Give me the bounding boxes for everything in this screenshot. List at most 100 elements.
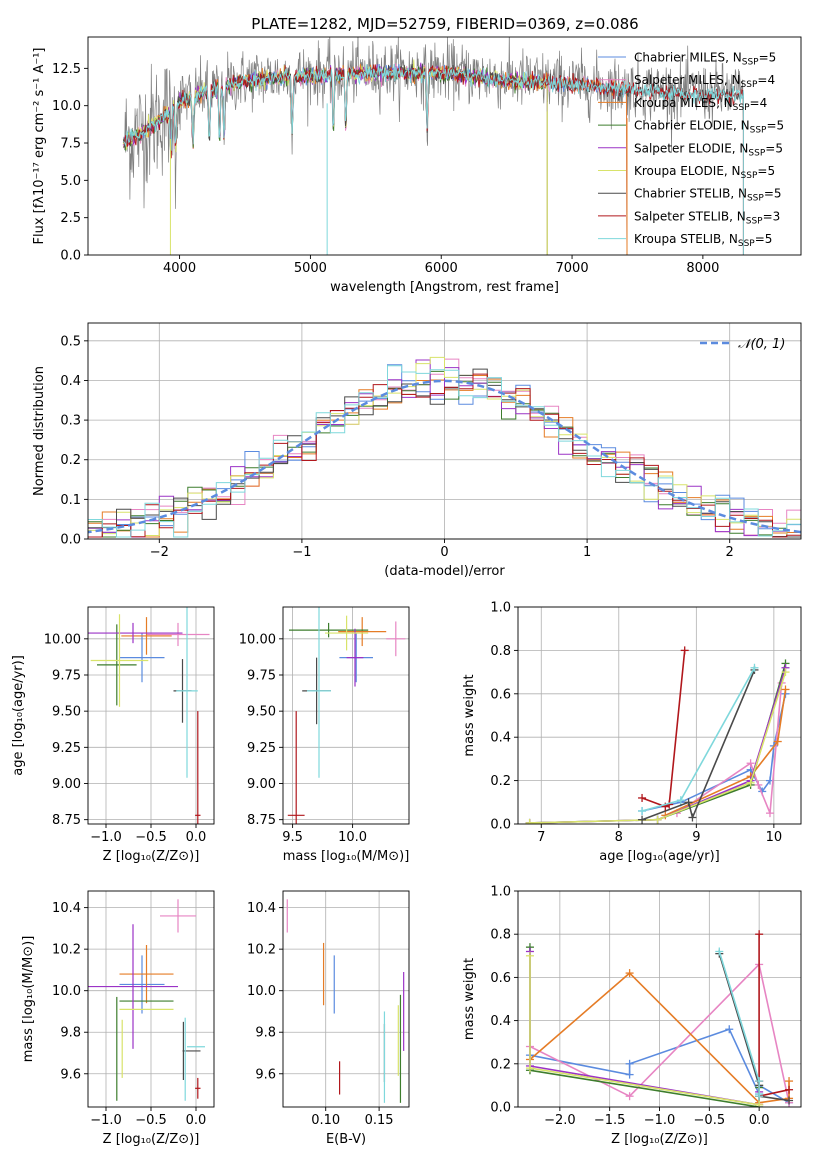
mass-vs-Z-ylabel: mass [log₁₀(M/M⊙)] bbox=[21, 936, 36, 1063]
mass-vs-EBV-frame: 0.10 0.15 9.6 9.8 10.0 10.2 10.4 E(B-V) bbox=[247, 890, 410, 1147]
age-vs-mass-plot-area bbox=[287, 607, 406, 824]
weight-vs-age-ytick-label: 0.6 bbox=[490, 687, 511, 702]
mass-vs-EBV-xtick-label: 0.10 bbox=[311, 1113, 340, 1128]
weight-vs-Z-xtick-label: −2.0 bbox=[544, 1113, 576, 1128]
mass-vs-Z-ytick-label: 10.2 bbox=[52, 943, 81, 958]
age-vs-Z-ytick-label: 10.00 bbox=[44, 632, 81, 647]
errorbar-point bbox=[307, 607, 331, 778]
spectrum-ytick-label: 10.0 bbox=[52, 99, 81, 114]
legend-nssp: =5 bbox=[757, 164, 775, 178]
weight-vs-age-ytick-label: 1.0 bbox=[490, 601, 511, 616]
weight-marker bbox=[755, 930, 764, 939]
weight-vs-Z-ytick-label: 1.0 bbox=[490, 885, 511, 900]
weight-marker bbox=[785, 1077, 794, 1086]
legend-nssp: =5 bbox=[759, 51, 777, 65]
legend-nssp: =3 bbox=[763, 209, 781, 223]
age-vs-Z-plot-area bbox=[88, 607, 210, 824]
spectrum-title: PLATE=1282, MJD=52759, FIBERID=0369, z=0… bbox=[251, 15, 638, 33]
weight-vs-Z-frame: −2.0 −1.5 −1.0 −0.5 0.0 0.0 0.2 0.4 0.6 0.8 1.0 Z [… bbox=[462, 885, 802, 1147]
residuals-xtick-label: −2 bbox=[150, 545, 169, 560]
spectrum-xtick-label: 7000 bbox=[556, 261, 589, 276]
weight-vs-age-frame: 7 8 9 10 0.0 0.2 0.4 0.6 0.8 1.0 age [log₁₀(age/yr… bbox=[462, 601, 802, 864]
weight-marker bbox=[765, 809, 774, 818]
errorbar-point bbox=[88, 622, 183, 644]
errorbar-point bbox=[195, 1077, 201, 1099]
weight-marker bbox=[653, 815, 662, 824]
errorbar-point bbox=[119, 955, 165, 1014]
mass-vs-Z-ytick-label: 10.4 bbox=[52, 901, 81, 916]
mass-vs-Z-axes: −1.0 −0.5 0.0 9.6 9.8 10.0 10.2 10.4 Z [log₁₀(Z/… bbox=[21, 890, 215, 1147]
legend-nssp: =5 bbox=[766, 119, 784, 133]
spectrum-axes: 4000 5000 6000 7000 8000 0.0 2.5 5.0 7.5 10.0 12.5… bbox=[32, 36, 802, 295]
weight-line-kroupa-miles bbox=[664, 689, 787, 817]
weight-vs-age-plot-area bbox=[525, 646, 790, 824]
weight-marker bbox=[684, 798, 693, 807]
weight-vs-Z-ytick-label: 0.2 bbox=[490, 1057, 511, 1072]
residuals-legend: 𝒩(0, 1) bbox=[700, 337, 785, 352]
mass-vs-EBV-plot-area bbox=[286, 899, 405, 1103]
weight-vs-age-ytick-label: 0.0 bbox=[490, 818, 511, 833]
weight-marker bbox=[755, 1092, 764, 1101]
spectrum-plot-area bbox=[122, 37, 744, 255]
age-vs-Z-ytick-label: 9.50 bbox=[52, 705, 81, 720]
residuals-ytick-label: 0.3 bbox=[60, 414, 81, 429]
weight-marker bbox=[525, 818, 534, 824]
errorbar-point bbox=[119, 633, 165, 683]
residuals-xtick-label: 1 bbox=[583, 545, 591, 560]
weight-vs-Z-xtick-label: −0.5 bbox=[694, 1113, 726, 1128]
spectrum-frame: 4000 5000 6000 7000 8000 0.0 2.5 5.0 7.5 10.0 12.5… bbox=[32, 36, 802, 295]
residuals-ytick-label: 0.5 bbox=[60, 334, 81, 349]
legend-entry: Chabrier ELODIE, NSSP=5 bbox=[634, 119, 784, 136]
weight-vs-Z-xlabel: Z [log₁₀(Z/Z⊙)] bbox=[611, 1132, 708, 1147]
weight-marker bbox=[725, 1025, 734, 1034]
weight-marker bbox=[773, 737, 782, 746]
mass-vs-EBV-ytick-label: 10.4 bbox=[247, 901, 276, 916]
age-vs-mass-xlabel: mass [log₁₀(M/M⊙)] bbox=[283, 849, 410, 864]
age-vs-Z-xtick-label: 0.0 bbox=[186, 830, 207, 845]
weight-vs-Z-xtick-label: −1.0 bbox=[644, 1113, 676, 1128]
legend-nssp: =5 bbox=[755, 232, 773, 246]
age-vs-Z-ytick-label: 9.00 bbox=[52, 777, 81, 792]
weight-vs-Z-xtick-label: 0.0 bbox=[749, 1113, 770, 1128]
mass-vs-Z-xtick-label: −0.5 bbox=[135, 1113, 167, 1128]
age-vs-mass-xtick-label: 9.5 bbox=[282, 830, 303, 845]
weight-marker bbox=[755, 1100, 764, 1107]
errorbar-point bbox=[119, 945, 174, 1004]
weight-marker bbox=[715, 947, 724, 956]
weight-vs-age-ytick-label: 0.2 bbox=[490, 774, 511, 789]
residuals-ytick-label: 0.1 bbox=[60, 493, 81, 508]
residuals-plot-area bbox=[88, 356, 801, 538]
spectrum-ytick-label: 7.5 bbox=[60, 137, 81, 152]
weight-vs-age-ytick-label: 0.4 bbox=[490, 731, 511, 746]
weight-marker bbox=[625, 969, 634, 978]
spectrum-xtick-label: 6000 bbox=[425, 261, 458, 276]
model-spectrum-kroupa-stelib bbox=[123, 64, 744, 255]
weight-vs-Z-axes: −2.0 −1.5 −1.0 −0.5 0.0 0.0 0.2 0.4 0.6 0.8 1.0 Z [… bbox=[462, 885, 802, 1147]
errorbar-point bbox=[90, 614, 149, 707]
spectrum-legend: Chabrier MILES, NSSP=5 Salpeter MILES, NS… bbox=[598, 51, 784, 249]
weight-marker bbox=[755, 1077, 764, 1086]
residuals-ytick-label: 0.4 bbox=[60, 374, 81, 389]
weight-line-chabrier-stelib bbox=[641, 669, 756, 821]
weight-vs-age-ylabel: mass weight bbox=[462, 674, 477, 756]
residual-histogram-salpeter-miles bbox=[88, 358, 801, 538]
spectrum-ytick-label: 2.5 bbox=[60, 211, 81, 226]
residuals-xtick-label: −1 bbox=[292, 545, 311, 560]
weight-vs-Z-plot-area bbox=[525, 930, 794, 1107]
weight-marker bbox=[638, 815, 647, 824]
errorbar-point bbox=[287, 711, 305, 824]
weight-marker bbox=[676, 796, 685, 805]
age-vs-mass-ytick-label: 8.75 bbox=[247, 813, 276, 828]
legend-nssp: =4 bbox=[757, 73, 775, 87]
age-vs-mass-frame: 9.5 10.0 8.75 9.00 9.25 9.50 9.75 10.00 mass [lo… bbox=[239, 606, 410, 864]
age-vs-mass-ytick-label: 9.00 bbox=[247, 777, 276, 792]
weight-marker bbox=[525, 951, 534, 960]
weight-marker bbox=[781, 685, 790, 694]
age-vs-Z-xtick-label: −0.5 bbox=[135, 830, 167, 845]
errorbar-point bbox=[195, 711, 201, 824]
age-vs-Z-ytick-label: 9.75 bbox=[52, 668, 81, 683]
mass-vs-Z-xtick-label: 0.0 bbox=[186, 1113, 207, 1128]
weight-marker bbox=[746, 759, 755, 768]
mass-vs-Z-ytick-label: 9.6 bbox=[60, 1067, 81, 1082]
errorbar-point bbox=[146, 622, 210, 647]
